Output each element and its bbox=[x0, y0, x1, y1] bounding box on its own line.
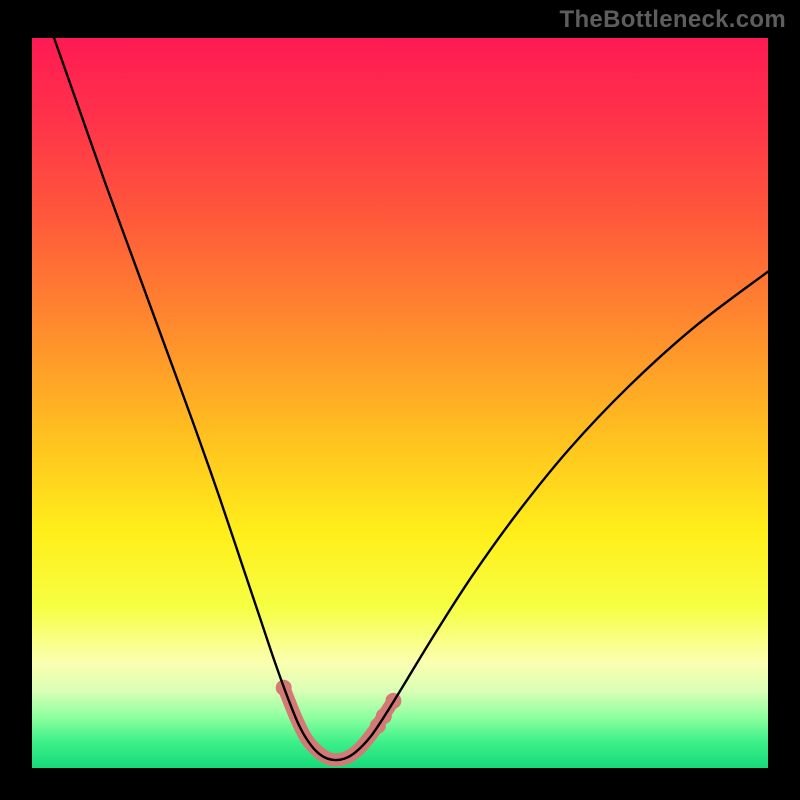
watermark-text: TheBottleneck.com bbox=[560, 6, 786, 34]
frame: TheBottleneck.com bbox=[0, 0, 800, 800]
plot-area bbox=[32, 38, 768, 768]
gradient-background bbox=[32, 38, 768, 768]
chart-svg bbox=[32, 38, 768, 768]
